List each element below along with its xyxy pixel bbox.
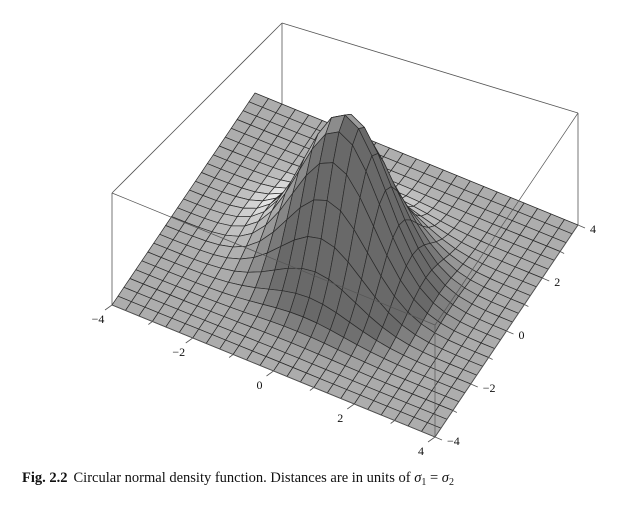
x-tick-label: 2 (337, 411, 343, 425)
x-tick (185, 337, 193, 344)
y-tick (434, 436, 443, 441)
caption-text: Circular normal density function. Distan… (73, 470, 415, 486)
x-tick-label: −4 (92, 312, 105, 326)
x-tick-label: −2 (172, 345, 185, 359)
sigma-sub-1: 1 (421, 477, 427, 488)
x-tick (347, 403, 355, 410)
box-edge-top-left-back (111, 22, 283, 194)
x-tick-label: 0 (257, 378, 263, 392)
y-tick (470, 383, 478, 388)
y-tick-label: 0 (519, 328, 525, 342)
equals-sign: = (429, 470, 439, 486)
y-tick-label: −2 (483, 381, 496, 395)
box-edge-top-front-right (434, 112, 579, 326)
x-tick-label: 4 (418, 444, 424, 458)
box-edge-top-back-right (281, 22, 579, 114)
x-tick (148, 321, 153, 325)
x-tick (309, 387, 315, 391)
y-tick (506, 330, 514, 335)
figure-caption: Fig. 2.2 Circular normal density function… (22, 470, 622, 488)
y-tick (559, 251, 565, 254)
y-tick (488, 357, 493, 360)
y-tick (452, 410, 458, 413)
x-tick (266, 370, 274, 377)
x-tick (427, 436, 436, 443)
y-tick-label: 4 (590, 222, 596, 236)
y-tick (542, 277, 550, 282)
y-tick-label: −4 (447, 434, 460, 448)
y-tick (577, 224, 586, 229)
density-surface-plot: −4 −2 0 2 4 −4 −2 0 2 4 (92, 22, 596, 458)
sigma-symbol-2: σ (441, 470, 449, 486)
y-tick-label: 2 (554, 275, 560, 289)
sigma-sub-2: 2 (448, 477, 454, 488)
density-surface (111, 92, 579, 438)
figure-label: Fig. 2.2 (22, 470, 68, 486)
y-tick (524, 304, 529, 307)
axis-ticks: −4 −2 0 2 4 −4 −2 0 2 4 (92, 222, 596, 458)
box-edge-top-left-front (111, 192, 436, 326)
x-tick (390, 420, 395, 424)
x-tick (104, 304, 113, 311)
sigma-symbol-1: σ (414, 470, 422, 486)
x-tick (228, 354, 234, 358)
